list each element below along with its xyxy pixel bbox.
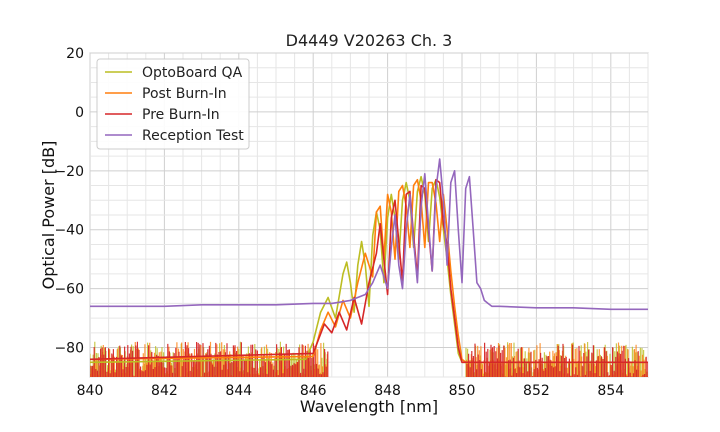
x-tick-label: 854 (597, 383, 624, 399)
y-tick-label: −40 (54, 223, 84, 239)
x-tick-label: 842 (151, 383, 178, 399)
y-tick-label: −60 (54, 282, 84, 298)
series-lines (90, 158, 648, 364)
x-tick-label: 848 (374, 383, 401, 399)
noise-floor (90, 341, 648, 377)
legend-frame (96, 58, 250, 150)
legend-entry: Reception Test (142, 128, 244, 144)
x-tick-label: 852 (523, 383, 550, 399)
legend-entry: Pre Burn-In (142, 107, 220, 123)
series-line (90, 158, 648, 311)
x-tick-label: 846 (300, 383, 327, 399)
x-axis-ticks: 840 842 844 846 848 850 852 854 (77, 383, 625, 399)
y-tick-label: −80 (54, 341, 84, 357)
chart-title: D4449 V20263 Ch. 3 (286, 31, 453, 50)
x-tick-label: 844 (225, 383, 252, 399)
legend: OptoBoard QA Post Burn-In Pre Burn-In Recep… (96, 58, 250, 150)
legend-entry: OptoBoard QA (142, 65, 243, 81)
y-tick-label: −20 (54, 164, 84, 180)
y-axis-label: Optical Power [dB] (39, 141, 58, 290)
x-axis-label: Wavelength [nm] (300, 397, 438, 416)
x-tick-label: 840 (77, 383, 104, 399)
x-tick-label: 850 (449, 383, 476, 399)
y-tick-label: 0 (75, 105, 84, 121)
legend-entry: Post Burn-In (142, 86, 227, 102)
y-tick-label: 20 (66, 46, 84, 62)
y-axis-ticks: 20 0 −20 −40 −60 −80 (54, 46, 84, 357)
